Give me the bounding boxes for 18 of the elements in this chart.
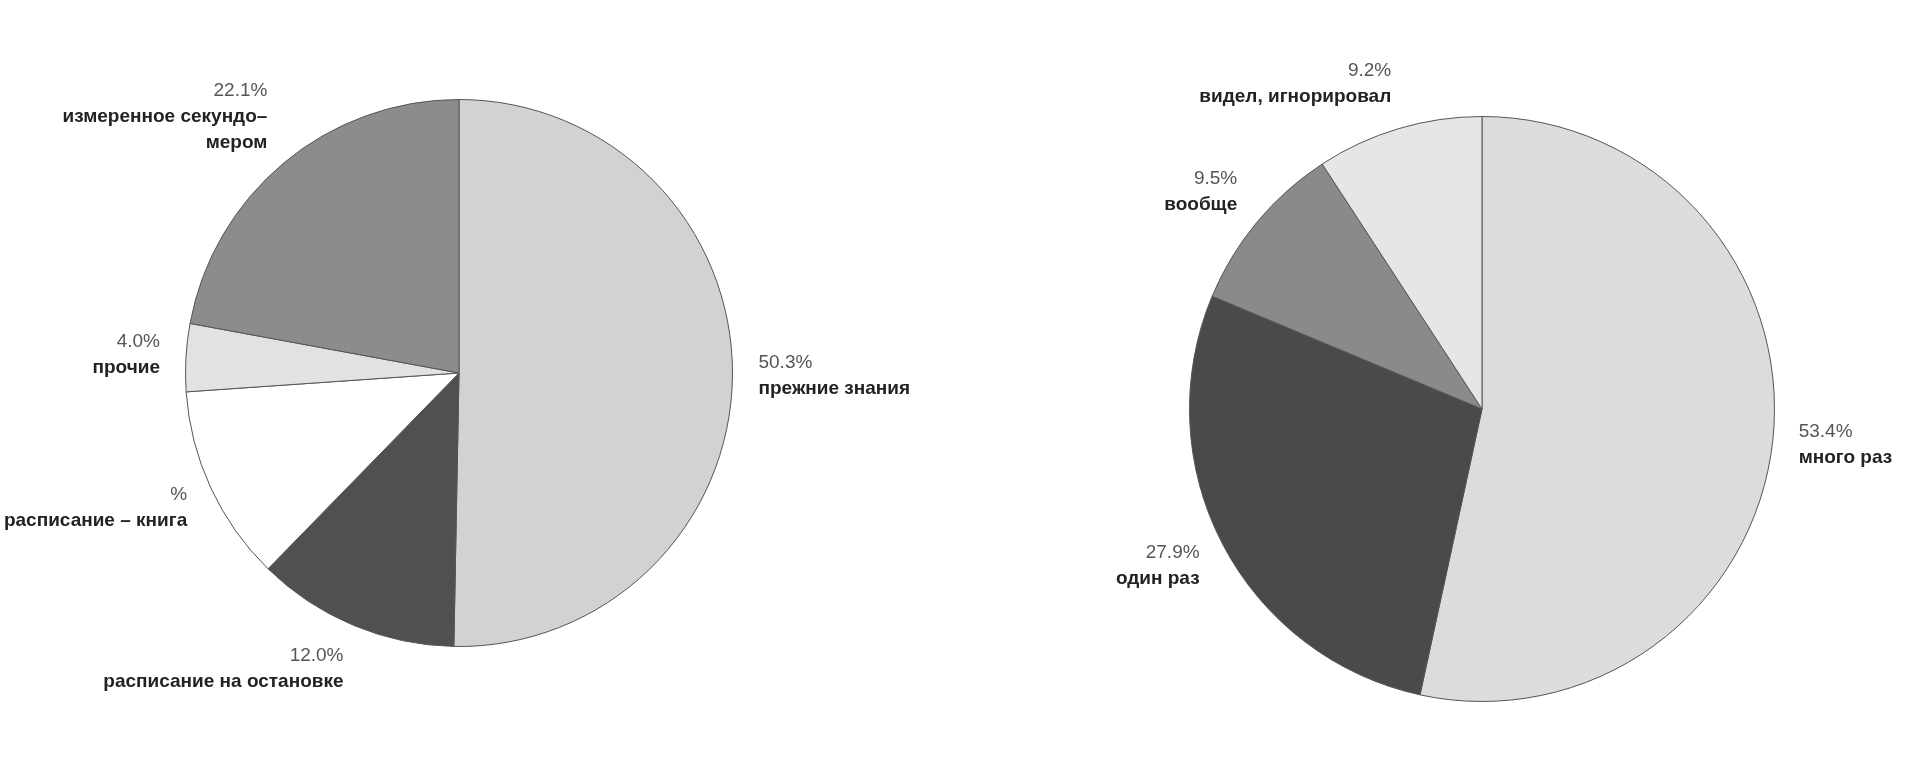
slice-label: вообще <box>1164 193 1238 215</box>
data-label: 9.5% <box>1193 167 1238 189</box>
data-label: 12.0% <box>289 643 344 665</box>
slice-label: один раз <box>1115 567 1200 589</box>
slice-label: измеренное секундо– мером <box>62 104 268 152</box>
slice-label: расписание – книга <box>3 508 188 530</box>
data-label: 50.3% <box>758 351 813 373</box>
data-label: 22.1% <box>213 78 268 100</box>
data-label: 53.4% <box>1798 420 1853 442</box>
data-label: 4.0% <box>116 330 161 352</box>
data-label: 27.9% <box>1145 541 1200 563</box>
slice-label: расписание на остановке <box>103 669 344 691</box>
data-label: 9.2% <box>1347 58 1392 80</box>
slice-label: видел, игнорировал <box>1199 84 1392 106</box>
slice-label: прочие <box>92 356 160 378</box>
slice-label: много раз <box>1798 446 1893 468</box>
data-label: % <box>170 482 188 504</box>
slice-label: прежние знания <box>758 377 911 399</box>
